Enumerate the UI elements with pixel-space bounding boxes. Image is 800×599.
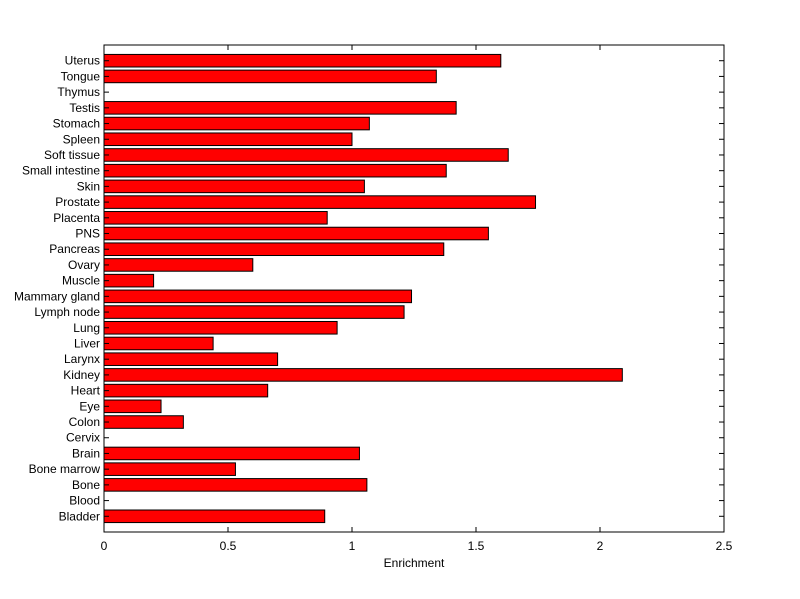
- bar: [103, 352, 279, 366]
- bar: [103, 211, 328, 225]
- bar: [103, 226, 489, 241]
- bar: [103, 462, 236, 476]
- x-tick-label: 1.5: [468, 539, 485, 553]
- bar: [103, 336, 214, 351]
- y-tick-label: Mammary gland: [14, 289, 100, 303]
- y-tick-label: Larynx: [64, 352, 100, 366]
- x-tick-label: 2: [597, 539, 604, 553]
- plot-frame: [103, 44, 725, 533]
- x-axis-label: Enrichment: [384, 556, 445, 570]
- bar: [103, 132, 353, 147]
- y-tick-label: Skin: [77, 179, 100, 193]
- y-tick-label: Testis: [69, 101, 100, 115]
- bar: [103, 179, 365, 194]
- y-tick-label: Tongue: [61, 69, 101, 83]
- x-tick-label: 0.5: [220, 539, 237, 553]
- bar: [103, 116, 370, 131]
- y-tick-label: Heart: [71, 384, 101, 398]
- x-axis: 0 0.5 1 1.5 2 2.5: [101, 45, 733, 553]
- y-tick-label: Colon: [69, 415, 100, 429]
- y-tick-label: Bone marrow: [29, 462, 101, 476]
- y-tick-label: Muscle: [62, 274, 100, 288]
- bar: [103, 69, 437, 84]
- bar: [103, 368, 623, 382]
- y-tick-label: Uterus: [65, 54, 100, 68]
- y-tick-label: Bladder: [59, 509, 100, 523]
- bar: [103, 289, 413, 304]
- x-tick-label: 0: [101, 539, 108, 553]
- bar: [103, 273, 155, 288]
- y-tick-label: Spleen: [63, 132, 100, 146]
- bars-layer: [103, 53, 623, 524]
- bar: [103, 383, 269, 398]
- bar: [103, 53, 502, 68]
- y-tick-label: Lymph node: [34, 305, 100, 319]
- bar: [103, 163, 447, 178]
- y-tick-label: Stomach: [53, 117, 100, 131]
- y-tick-label: Eye: [79, 399, 100, 413]
- bar: [103, 242, 445, 257]
- y-tick-label: Cervix: [66, 431, 100, 445]
- y-tick-label: Liver: [74, 336, 100, 350]
- bar: [103, 415, 184, 429]
- y-tick-label: Prostate: [55, 195, 100, 209]
- y-tick-label: Bone: [72, 478, 100, 492]
- bar: [103, 509, 326, 524]
- y-tick-label: Brain: [72, 446, 100, 460]
- y-tick-label: Ovary: [68, 258, 100, 272]
- y-tick-label: Kidney: [63, 368, 100, 382]
- y-tick-label: Placenta: [53, 211, 100, 225]
- y-tick-label: Blood: [69, 494, 100, 508]
- bar: [103, 195, 537, 209]
- bar: [103, 446, 360, 461]
- bar: [103, 258, 254, 272]
- bar: [103, 305, 405, 319]
- x-tick-label: 1: [349, 539, 356, 553]
- y-tick-label: PNS: [75, 227, 100, 241]
- y-tick-label: Lung: [73, 321, 100, 335]
- bar: [103, 320, 338, 335]
- y-tick-label: Small intestine: [22, 164, 100, 178]
- bar: [103, 148, 509, 162]
- bar: [103, 399, 162, 414]
- bar: [103, 478, 368, 492]
- y-tick-label: Pancreas: [49, 242, 100, 256]
- x-tick-label: 2.5: [716, 539, 733, 553]
- y-tick-label: Soft tissue: [44, 148, 100, 162]
- bar: [103, 101, 457, 115]
- y-tick-label: Thymus: [57, 85, 100, 99]
